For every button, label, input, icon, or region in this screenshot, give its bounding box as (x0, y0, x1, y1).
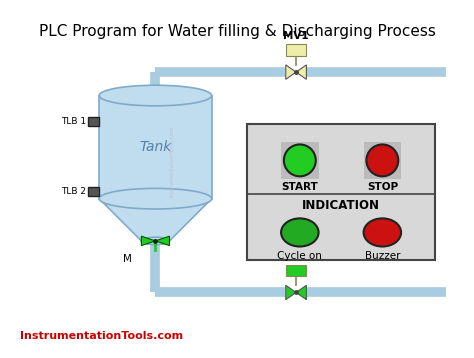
FancyBboxPatch shape (286, 265, 306, 276)
Polygon shape (296, 285, 306, 300)
Text: InstrumentationTools.com: InstrumentationTools.com (20, 331, 183, 341)
FancyBboxPatch shape (99, 96, 212, 199)
Ellipse shape (99, 85, 212, 106)
Text: MV2: MV2 (283, 252, 309, 262)
FancyBboxPatch shape (286, 44, 306, 55)
Text: Cycle on: Cycle on (277, 251, 322, 261)
FancyBboxPatch shape (247, 124, 435, 260)
Text: InstrumentationTools.com: InstrumentationTools.com (170, 125, 175, 197)
Polygon shape (286, 285, 296, 300)
FancyBboxPatch shape (364, 142, 401, 179)
Text: START: START (282, 182, 318, 192)
Text: Buzzer: Buzzer (365, 251, 400, 261)
Polygon shape (141, 236, 155, 246)
FancyBboxPatch shape (88, 117, 99, 126)
Text: INDICATION: INDICATION (302, 199, 380, 212)
Ellipse shape (284, 144, 316, 176)
Text: STOP: STOP (367, 182, 398, 192)
Ellipse shape (141, 237, 170, 245)
FancyBboxPatch shape (88, 187, 99, 196)
Polygon shape (296, 65, 306, 79)
Ellipse shape (281, 218, 319, 247)
Polygon shape (286, 65, 296, 79)
FancyBboxPatch shape (281, 142, 319, 179)
Polygon shape (99, 199, 212, 241)
Polygon shape (155, 236, 170, 246)
Text: M: M (123, 254, 132, 264)
Text: TLB 2: TLB 2 (61, 187, 86, 196)
Ellipse shape (364, 218, 401, 247)
Text: MV1: MV1 (283, 32, 309, 42)
Text: TLB 1: TLB 1 (61, 117, 86, 126)
Ellipse shape (366, 144, 398, 176)
Ellipse shape (99, 188, 212, 209)
Text: Tank: Tank (139, 140, 172, 154)
Text: PLC Program for Water filling & Discharging Process: PLC Program for Water filling & Discharg… (38, 24, 436, 39)
